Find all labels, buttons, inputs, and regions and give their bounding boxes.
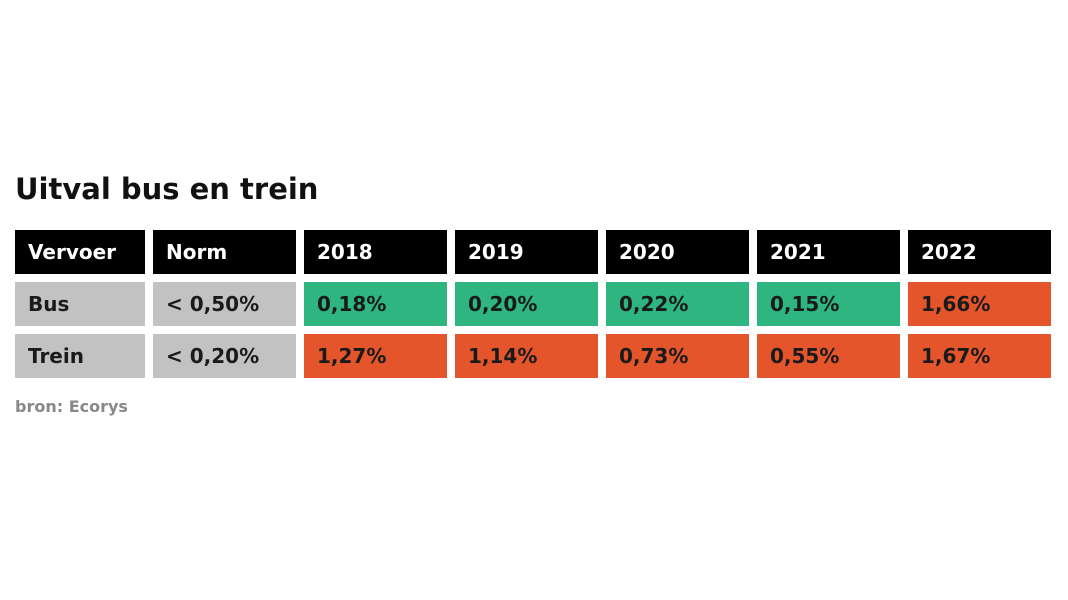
table-cell: < 0,20% xyxy=(153,334,296,378)
table-cell: Bus xyxy=(15,282,145,326)
header-cell: 2022 xyxy=(908,230,1051,274)
header-cell: Norm xyxy=(153,230,296,274)
table-cell: 1,14% xyxy=(455,334,598,378)
table-cell: 1,66% xyxy=(908,282,1051,326)
table-cell: 0,18% xyxy=(304,282,447,326)
title: Uitval bus en trein xyxy=(15,172,319,206)
table-cell: 0,20% xyxy=(455,282,598,326)
table-cell: 0,73% xyxy=(606,334,749,378)
header-cell: Vervoer xyxy=(15,230,145,274)
header-cell: 2018 xyxy=(304,230,447,274)
table-cell: 0,15% xyxy=(757,282,900,326)
table-cell: 1,67% xyxy=(908,334,1051,378)
header-cell: 2020 xyxy=(606,230,749,274)
source: bron: Ecorys xyxy=(15,397,128,416)
header-cell: 2019 xyxy=(455,230,598,274)
table-cell: Trein xyxy=(15,334,145,378)
table-cell: 0,55% xyxy=(757,334,900,378)
header-cell: 2021 xyxy=(757,230,900,274)
table-cell: 1,27% xyxy=(304,334,447,378)
table-cell: 0,22% xyxy=(606,282,749,326)
table-cell: < 0,50% xyxy=(153,282,296,326)
